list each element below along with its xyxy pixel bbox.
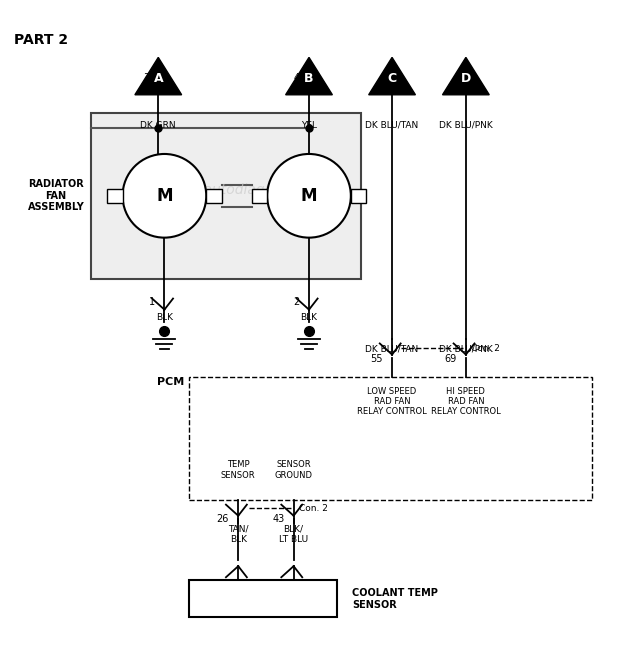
Text: DK BLU/PNK: DK BLU/PNK xyxy=(439,121,493,129)
Circle shape xyxy=(122,154,206,238)
Text: COOLANT TEMP
SENSOR: COOLANT TEMP SENSOR xyxy=(352,588,438,610)
Text: 69: 69 xyxy=(444,354,457,365)
Text: DK BLU/TAN: DK BLU/TAN xyxy=(365,344,418,354)
Text: M: M xyxy=(156,187,172,205)
Bar xyxy=(91,112,362,279)
Bar xyxy=(189,377,592,501)
Text: BLK: BLK xyxy=(156,313,173,322)
Text: C: C xyxy=(387,72,397,85)
Text: Con. 2: Con. 2 xyxy=(471,344,500,353)
Bar xyxy=(189,580,337,618)
Text: BLK/
LT BLU: BLK/ LT BLU xyxy=(279,525,308,544)
Text: 1: 1 xyxy=(149,296,155,307)
Polygon shape xyxy=(369,57,415,95)
Text: TAN/
BLK: TAN/ BLK xyxy=(228,525,248,544)
Polygon shape xyxy=(442,57,489,95)
Text: DK GRN: DK GRN xyxy=(140,121,176,129)
Text: LOW SPEED
RAD FAN
RELAY CONTROL: LOW SPEED RAD FAN RELAY CONTROL xyxy=(357,387,427,416)
Text: DK BLU/PNK: DK BLU/PNK xyxy=(439,344,493,354)
Text: A: A xyxy=(153,72,163,85)
Text: M: M xyxy=(301,187,317,205)
Text: 43: 43 xyxy=(272,514,284,524)
Polygon shape xyxy=(286,57,332,95)
Text: PART 2: PART 2 xyxy=(14,32,68,47)
Text: easyautodiagnostics.com: easyautodiagnostics.com xyxy=(172,183,348,197)
Bar xyxy=(252,189,267,203)
Text: 26: 26 xyxy=(217,514,229,524)
Circle shape xyxy=(267,154,351,238)
Bar xyxy=(351,189,366,203)
Text: D: D xyxy=(461,72,471,85)
Text: SENSOR
GROUND: SENSOR GROUND xyxy=(274,460,313,480)
Text: Con. 2: Con. 2 xyxy=(298,504,328,513)
Bar xyxy=(206,189,222,203)
Text: 3: 3 xyxy=(143,73,149,83)
Text: RADIATOR
FAN
ASSEMBLY: RADIATOR FAN ASSEMBLY xyxy=(28,179,85,213)
Bar xyxy=(107,189,122,203)
Text: B: B xyxy=(304,72,314,85)
Text: YEL: YEL xyxy=(301,121,317,129)
Text: DK BLU/TAN: DK BLU/TAN xyxy=(365,121,418,129)
Text: BLK: BLK xyxy=(300,313,318,322)
Text: 2: 2 xyxy=(294,296,300,307)
Text: 55: 55 xyxy=(370,354,383,365)
Text: HI SPEED
RAD FAN
RELAY CONTROL: HI SPEED RAD FAN RELAY CONTROL xyxy=(431,387,501,416)
Text: 4: 4 xyxy=(294,73,300,83)
Polygon shape xyxy=(135,57,182,95)
Text: PCM: PCM xyxy=(157,377,184,387)
Text: TEMP
SENSOR: TEMP SENSOR xyxy=(221,460,256,480)
